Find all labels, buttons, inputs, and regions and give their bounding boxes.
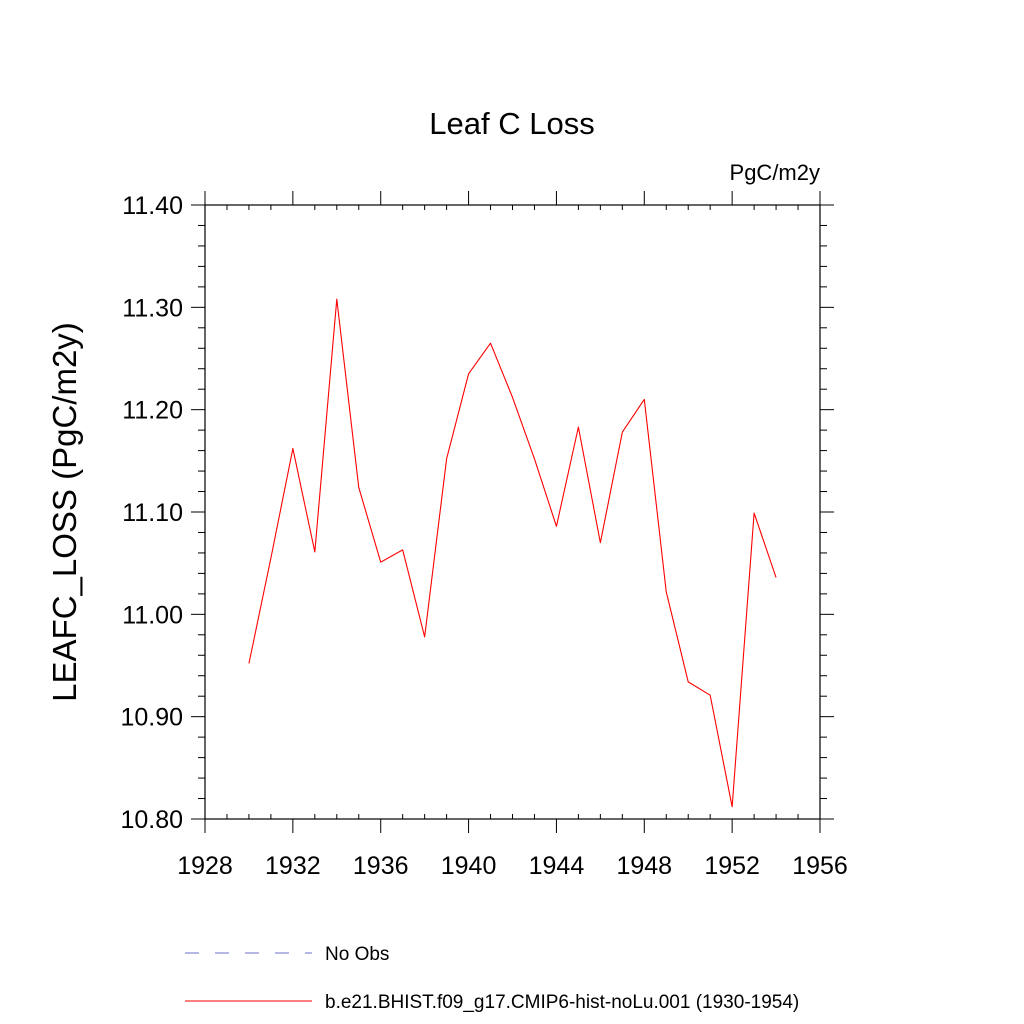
x-tick-label: 1940	[441, 852, 497, 880]
x-tick-label: 1932	[265, 852, 321, 880]
legend: No Obs b.e21.BHIST.f09_g17.CMIP6-hist-no…	[185, 944, 799, 1013]
x-tick-labels: 1928 1932 1936 1940 1944 1948 1952 1956	[177, 852, 848, 880]
plot-frame	[204, 204, 821, 820]
x-tick-label: 1956	[792, 852, 848, 880]
axis-ticks	[191, 191, 834, 833]
x-tick-label: 1928	[177, 852, 233, 880]
series-line	[248, 298, 777, 808]
y-tick-labels: 10.80 10.90 11.00 11.10 11.20 11.30 11.40	[120, 192, 183, 834]
y-tick-label: 11.40	[122, 192, 183, 220]
x-tick-label: 1936	[353, 852, 409, 880]
y-tick-label: 10.80	[120, 806, 183, 834]
y-tick-label: 10.90	[120, 704, 183, 732]
legend-label-model: b.e21.BHIST.f09_g17.CMIP6-hist-noLu.001 …	[325, 992, 799, 1013]
x-tick-label: 1948	[616, 852, 672, 880]
y-tick-label: 11.20	[122, 397, 183, 425]
y-axis-label: LEAFC_LOSS (PgC/m2y)	[46, 322, 83, 702]
y-tick-label: 11.00	[122, 601, 183, 629]
legend-label-no-obs: No Obs	[325, 944, 389, 965]
x-tick-label: 1944	[529, 852, 585, 880]
chart-title: Leaf C Loss	[429, 106, 594, 141]
plot-lines	[248, 298, 777, 808]
units-label: PgC/m2y	[730, 160, 820, 185]
y-tick-label: 11.10	[122, 499, 183, 527]
x-tick-label: 1952	[704, 852, 760, 880]
y-tick-label: 11.30	[122, 294, 183, 322]
